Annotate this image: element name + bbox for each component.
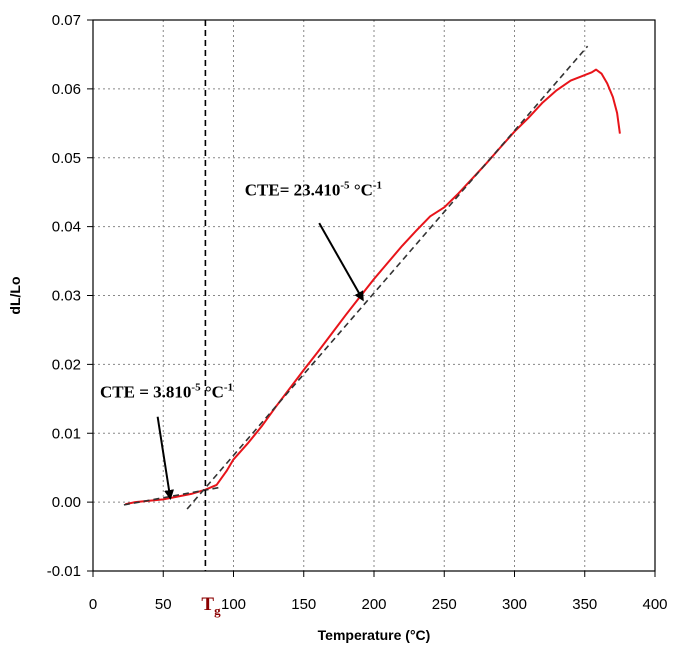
y-tick-label: -0.01 bbox=[47, 563, 81, 580]
x-tick-label: 0 bbox=[89, 596, 97, 613]
x-tick-label: 400 bbox=[642, 596, 667, 613]
cte-annotation-1: CTE = 3.810-5 °C-1 bbox=[100, 381, 233, 401]
x-tick-label: 250 bbox=[432, 596, 457, 613]
x-tick-label: 350 bbox=[572, 596, 597, 613]
ticks: 0 50 100 150 200 250 300 350 400 -0.01 0.00 0.01 0.0… bbox=[47, 12, 668, 618]
y-tick-label: 0.03 bbox=[52, 288, 81, 305]
grid bbox=[93, 20, 655, 571]
cte-fit-line-2 bbox=[186, 45, 589, 510]
cte-annotation-2: CTE= 23.410-5 °C-1 bbox=[245, 180, 382, 200]
y-axis-title: dL/Lo bbox=[7, 276, 23, 314]
y-tick-label: 0.07 bbox=[52, 12, 81, 29]
dl-lo-curve bbox=[125, 68, 621, 506]
y-tick-label: 0.05 bbox=[52, 150, 81, 167]
x-tick-label: 100 bbox=[221, 596, 246, 613]
y-tick-label: 0.01 bbox=[52, 425, 81, 442]
y-tick-label: 0.06 bbox=[52, 81, 81, 98]
y-tick-label: 0.02 bbox=[52, 356, 81, 373]
cte-arrow-2 bbox=[318, 222, 364, 302]
x-tick-label: 200 bbox=[361, 596, 386, 613]
x-axis-title: Temperature (°C) bbox=[318, 627, 431, 643]
cte-arrow-1 bbox=[156, 416, 174, 500]
y-tick-label: 0.04 bbox=[52, 219, 81, 236]
x-tick-label: 150 bbox=[291, 596, 316, 613]
y-tick-label: 0.00 bbox=[52, 494, 81, 511]
x-tick-label: 50 bbox=[155, 596, 172, 613]
x-tick-label: 300 bbox=[502, 596, 527, 613]
tg-label: Tg bbox=[201, 594, 221, 618]
